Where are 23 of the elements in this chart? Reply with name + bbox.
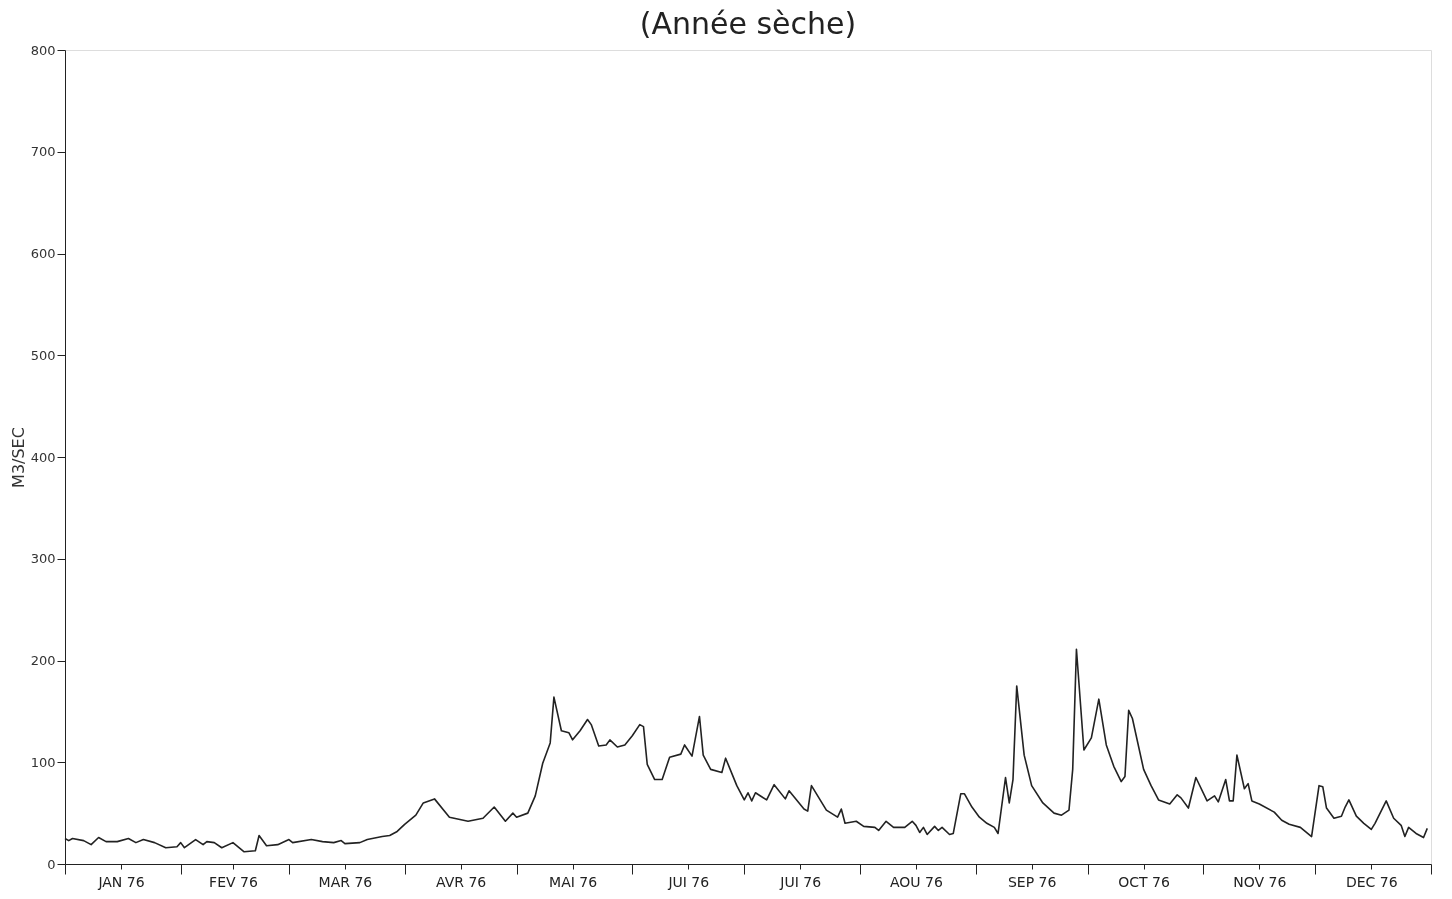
- y-tick-label: 300: [30, 551, 56, 567]
- y-tick-label: 500: [30, 347, 56, 363]
- x-tick-label: MAR 76: [318, 873, 373, 890]
- y-tick-label: 800: [30, 42, 56, 58]
- chart-title: (Année sèche): [639, 6, 857, 41]
- y-tick-label: 200: [30, 653, 56, 668]
- y-tick-label: 600: [30, 246, 56, 261]
- x-tick-label: SEP 76: [1007, 873, 1057, 890]
- y-axis-title: M3/SEC: [8, 427, 28, 488]
- x-tick-label: DEC 76: [1345, 873, 1398, 890]
- x-tick-label: FEV 76: [209, 873, 258, 890]
- x-tick-label: AOU 76: [890, 873, 943, 890]
- x-tick-label: NOV 76: [1233, 873, 1287, 890]
- x-tick-label: OCT 76: [1118, 873, 1171, 890]
- x-tick-label: JUI 76: [779, 873, 822, 890]
- y-tick-label: 100: [30, 754, 56, 770]
- x-tick-label: AVR 76: [435, 873, 487, 890]
- x-tick-label: JUI 76: [667, 873, 710, 890]
- y-tick-label: 700: [30, 144, 56, 160]
- x-tick-label: MAI 76: [549, 873, 598, 890]
- y-tick-label: 400: [30, 449, 56, 465]
- x-tick-label: JAN 76: [97, 873, 145, 890]
- y-tick-label: 0: [47, 856, 56, 872]
